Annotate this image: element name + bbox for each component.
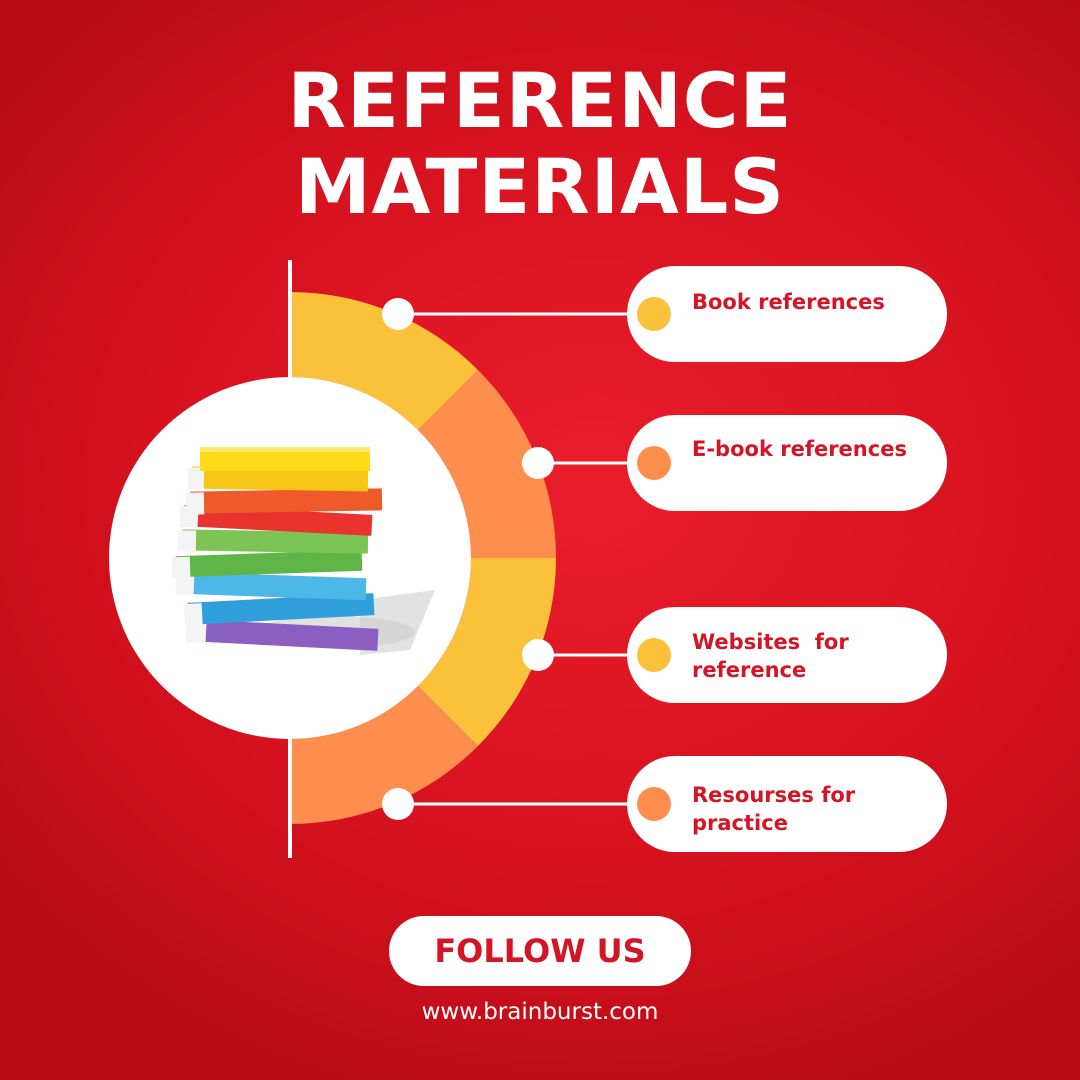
bullet-dot (637, 297, 671, 331)
item-label: Websites for reference (692, 630, 849, 682)
title-line-2: MATERIALS (294, 142, 786, 231)
bullet-dot (637, 446, 671, 480)
segment-1 (290, 292, 478, 430)
connector-dot-4 (382, 788, 414, 820)
list-item-book-references: Book references (627, 266, 947, 362)
segment-3 (418, 558, 556, 746)
segment-2 (418, 370, 556, 558)
list-item-resources-for-practice: Resourses for practice (627, 756, 947, 852)
bullet-dot (637, 638, 671, 672)
item-label: Book references (692, 290, 885, 314)
bullet-dot (637, 787, 671, 821)
connector-dot-1 (382, 298, 414, 330)
connector-dot-2 (522, 447, 554, 479)
item-label: Resourses for practice (692, 783, 856, 835)
page-title: REFERENCE MATERIALS (0, 58, 1080, 230)
list-item-ebook-references: E-book references (627, 415, 947, 511)
title-line-1: REFERENCE (287, 56, 793, 145)
connector-dot-3 (522, 639, 554, 671)
segment-4 (290, 686, 478, 824)
website-link[interactable]: www.brainburst.com (421, 999, 659, 1025)
follow-us-button[interactable]: FOLLOW US (389, 916, 691, 986)
item-label: E-book references (692, 437, 907, 461)
stack-of-colorful-books-icon (171, 447, 435, 655)
list-item-websites-for-reference: Websites for reference (627, 607, 947, 703)
